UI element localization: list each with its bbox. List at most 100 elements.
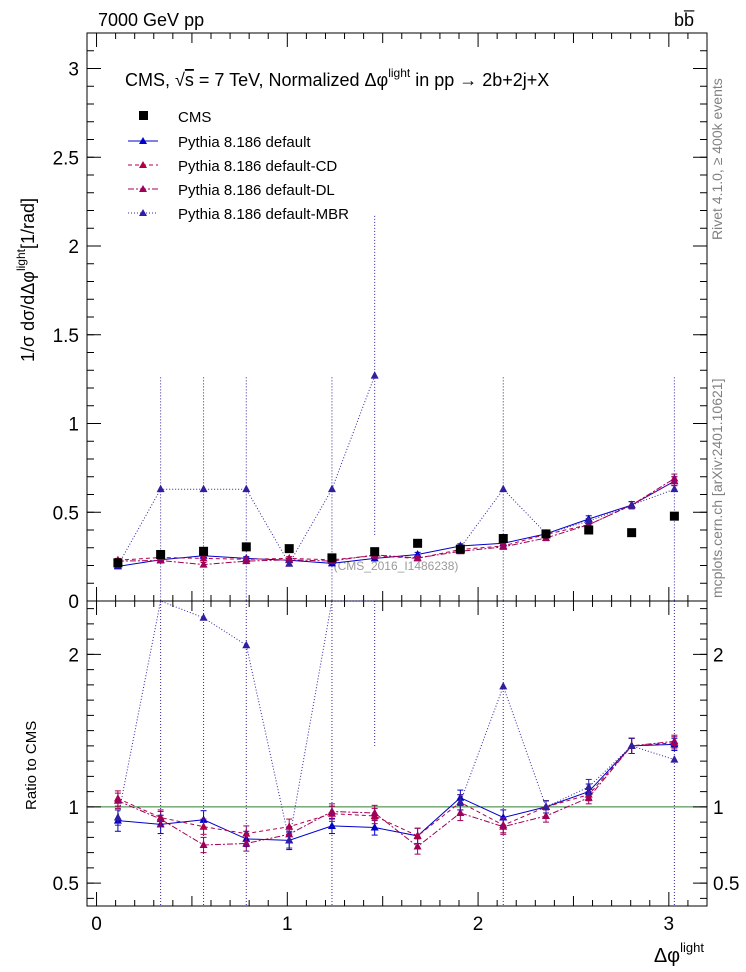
cms-data-point (370, 547, 380, 557)
cms-data-point (284, 544, 294, 554)
energy-label: 7000 GeV pp (98, 10, 204, 30)
ratio-plot-series (113, 600, 679, 906)
series-line-cd (117, 480, 675, 561)
series-cd (113, 736, 679, 844)
marker-dl (413, 842, 422, 850)
cms-data-point (541, 529, 551, 539)
legend: CMS Pythia 8.186 default Pythia 8.186 de… (128, 109, 349, 223)
marker-mbr (285, 559, 294, 567)
marker-mbr (499, 681, 508, 690)
series-cms (113, 511, 679, 568)
marker-mbr (584, 516, 593, 525)
series-line-dl (117, 740, 675, 848)
legend-marker-dl (139, 185, 147, 192)
y-tick-label: 3 (68, 60, 79, 81)
series-line-mbr (459, 684, 675, 808)
series-mbr (113, 215, 679, 601)
series-line-mbr (117, 600, 375, 841)
marker-mbr (156, 484, 165, 493)
marker-dl (584, 793, 593, 801)
y-tick-label: 0 (68, 592, 79, 613)
ratio-plot-frame (86, 600, 708, 907)
main-x-ticks (96, 33, 689, 601)
marker-mbr (627, 741, 636, 749)
series-default (113, 737, 679, 851)
y-tick-label: 1 (68, 798, 79, 819)
marker-default (370, 822, 379, 831)
marker-mbr (627, 500, 636, 509)
marker-mbr (285, 835, 294, 844)
marker-dl (670, 474, 679, 482)
watermark: (CMS_2016_I1486238) (334, 559, 459, 573)
y-tick-label: 0.5 (53, 874, 79, 895)
marker-mbr (670, 484, 679, 493)
marker-mbr (242, 484, 251, 493)
process-label: bb̅ (674, 10, 695, 30)
cms-data-point (199, 546, 209, 556)
x-tick-label: 2 (473, 914, 484, 935)
marker-dl (242, 838, 251, 847)
legend-marker-default (139, 137, 147, 144)
cms-data-point (627, 528, 637, 538)
legend-label-mbr: Pythia 8.186 default-MBR (178, 206, 349, 223)
cms-data-point (113, 558, 123, 568)
marker-mbr (370, 371, 379, 379)
y-tick-label: 0.5 (53, 503, 79, 524)
main-plot-series (113, 215, 679, 601)
series-default (113, 476, 679, 570)
x-axis-label: Δφlight (654, 940, 705, 967)
legend-label-cd: Pythia 8.186 default-CD (178, 158, 337, 175)
marker-dl (113, 796, 122, 804)
marker-dl (413, 553, 422, 562)
marker-default (327, 821, 336, 829)
series-line-mbr (459, 488, 675, 549)
main-y-ticks: 0 0.5 1 1.5 2 2.5 3 (53, 50, 707, 613)
series-line-dl (117, 478, 675, 566)
ratio-y-axis-label: Ratio to CMS (23, 721, 40, 810)
marker-mbr (242, 640, 251, 649)
y-tick-label-right: 1 (713, 798, 724, 819)
marker-mbr (199, 613, 208, 621)
x-tick-label: 1 (282, 914, 293, 935)
legend-label-default: Pythia 8.186 default (178, 134, 311, 151)
marker-cd (199, 822, 208, 830)
series-line-cd (117, 742, 675, 837)
series-line-default (117, 743, 675, 841)
chart-title: CMS, √s = 7 TeV, Normalized Δφlight in p… (125, 66, 549, 90)
marker-dl (541, 811, 550, 820)
marker-dl (670, 736, 679, 745)
y-tick-label: 2.5 (53, 148, 79, 169)
cms-data-point (669, 511, 679, 521)
rivet-label: Rivet 4.1.0, ≥ 400k events (709, 78, 725, 240)
marker-mbr (113, 813, 122, 821)
main-plot-panel: 0 0.5 1 1.5 2 2.5 3 (CMS_2016_I1486238) CMS, √… (14, 32, 708, 613)
marker-dl (370, 808, 379, 816)
legend-marker-mbr (139, 209, 147, 216)
main-y-axis-label: 1/σ dσ/dΔφlight[1/rad] (14, 198, 38, 362)
x-tick-label: 3 (664, 914, 675, 935)
legend-marker-cms (139, 111, 148, 120)
marker-cd (413, 831, 422, 839)
series-dl (113, 473, 679, 568)
legend-marker-cd (139, 161, 147, 168)
series-dl (113, 734, 679, 855)
cms-data-point (584, 525, 594, 535)
series-mbr (113, 600, 679, 906)
cms-data-point (327, 553, 337, 563)
marker-mbr (670, 755, 679, 763)
marker-dl (456, 808, 465, 816)
y-tick-label: 1.5 (53, 326, 79, 347)
cms-data-point (455, 544, 465, 554)
y-tick-label: 2 (68, 237, 79, 258)
legend-label-cms: CMS (178, 109, 211, 126)
marker-dl (327, 806, 336, 815)
marker-mbr (456, 797, 465, 806)
ratio-plot-panel: 0.5 0.5 1 1 2 2 0 1 2 3 Ratio to CMS Δφlight (23, 600, 739, 967)
marker-cd (285, 822, 294, 830)
y-tick-label-right: 2 (713, 645, 724, 666)
marker-dl (156, 814, 165, 823)
ratio-y-ticks: 0.5 0.5 1 1 2 2 (53, 608, 739, 899)
legend-label-dl: Pythia 8.186 default-DL (178, 182, 335, 199)
marker-dl (499, 822, 508, 830)
